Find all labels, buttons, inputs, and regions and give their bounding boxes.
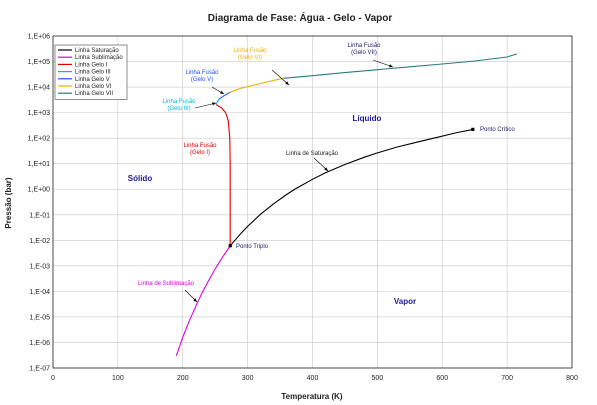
y-tick-label: 1,E-06 <box>29 340 50 347</box>
annotation-ponto-cr-tico-line1: Ponto Crítico <box>480 127 515 133</box>
chart-title: Diagrama de Fase: Água - Gelo - Vapor <box>208 11 393 24</box>
y-tick-label: 1,E+01 <box>28 161 50 168</box>
series-linha-sublima-o <box>175 245 231 356</box>
y-tick-label: 1,E+06 <box>28 34 50 41</box>
legend-item-linha-sublima-o: Linha Sublimação <box>75 55 123 61</box>
legend-item-linha-gelo-iii: Linha Gelo III <box>75 70 111 76</box>
annotation-linha-de-satura-o: Linha de Saturação <box>286 151 339 157</box>
x-tick-label: 400 <box>307 375 319 382</box>
y-tick-label: 1,E-02 <box>29 238 50 245</box>
annotation-linha-fus-o-gelo-v-arrowhead <box>220 90 224 94</box>
y-tick-label: 1,E-01 <box>29 212 50 219</box>
annotation-linha-fus-o-gelo-vii-line2: (Gelo VII) <box>351 50 377 56</box>
x-tick-labels: 0 100 200 300 400 500 600 700 800 <box>51 375 578 382</box>
series-linha-gelo-i <box>215 103 231 246</box>
y-tick-label: 1,E+05 <box>28 59 50 66</box>
x-axis-label: Temperatura (K) <box>281 392 343 401</box>
region-label-vapor: Vapor <box>394 297 416 306</box>
y-tick-label: 1,E-07 <box>29 366 50 373</box>
legend-item-linha-gelo-i: Linha Gelo I <box>75 62 108 68</box>
x-tick-label: 800 <box>566 375 578 382</box>
annotation-linha-de-sublima-o-line1: Linha de Sublimação <box>138 281 195 287</box>
series-linha-gelo-iii <box>215 98 220 105</box>
x-tick-label: 300 <box>242 375 254 382</box>
series-linha-gelo-v <box>218 91 231 100</box>
annotation-linha-fus-o-gelo-i-line1: Linha Fusão <box>183 143 217 149</box>
marker-ponto-triplo <box>228 244 232 248</box>
annotation-ponto-triplo: Ponto Triplo <box>236 244 269 250</box>
legend-item-linha-satura-o: Linha Saturação <box>75 48 119 54</box>
series-linha-satura-o <box>229 128 473 247</box>
legend-item-linha-gelo-v: Linha Gelo V <box>75 77 110 83</box>
annotation-linha-fus-o-gelo-vi-line2: (Gelo VI) <box>238 55 262 61</box>
annotation-linha-fus-o-gelo-vi-arrowhead <box>285 81 289 85</box>
series-linha-gelo-vii <box>283 53 518 79</box>
markers-layer <box>228 127 475 248</box>
x-tick-label: 200 <box>177 375 189 382</box>
annotation-ponto-triplo-line1: Ponto Triplo <box>236 244 269 250</box>
y-tick-label: 1,E-04 <box>29 289 50 296</box>
grid <box>52 35 573 369</box>
annotation-linha-fus-o-gelo-vii-arrowhead <box>389 64 393 68</box>
x-tick-label: 700 <box>501 375 513 382</box>
annotation-linha-de-satura-o-line1: Linha de Saturação <box>286 151 339 157</box>
y-tick-labels: 1,E+06 1,E+05 1,E+04 1,E+03 1,E+02 1,E+01 1,E+… <box>28 34 50 373</box>
region-label-l-quido: Líquido <box>353 114 382 123</box>
annotation-linha-fus-o-gelo-vii-line1: Linha Fusão <box>347 43 381 49</box>
annotation-linha-de-sublima-o: Linha de Sublimação <box>138 281 195 287</box>
y-tick-label: 1,E-03 <box>29 263 50 270</box>
x-tick-label: 100 <box>112 375 124 382</box>
annotation-ponto-cr-tico: Ponto Crítico <box>480 127 515 133</box>
annotation-linha-de-satura-o-arrowhead <box>324 167 328 171</box>
legend-item-linha-gelo-vi: Linha Gelo VI <box>75 84 112 90</box>
annotation-linha-fus-o-gelo-vi-line1: Linha Fusão <box>233 48 267 54</box>
annotation-linha-fus-o-gelo-iii-line1: Linha Fusão <box>162 99 196 105</box>
y-axis-label: Pressão (bar) <box>4 177 13 228</box>
annotation-linha-fus-o-gelo-i: Linha Fusão (Gelo I) <box>183 143 217 156</box>
marker-ponto-cr-tico <box>471 127 475 131</box>
annotation-linha-fus-o-gelo-v-line1: Linha Fusão <box>185 70 219 76</box>
annotation-linha-fus-o-gelo-vi: Linha Fusão (Gelo VI) <box>233 48 267 61</box>
annotation-linha-fus-o-gelo-v-line2: (Gelo V) <box>191 77 213 83</box>
x-tick-label: 500 <box>372 375 384 382</box>
annotation-linha-fus-o-gelo-i-line2: (Gelo I) <box>190 150 210 156</box>
annotations-layer: Linha Fusão (Gelo VI)Linha Fusão (Gelo VII… <box>128 43 516 306</box>
y-tick-label: 1,E+02 <box>28 136 50 143</box>
x-tick-label: 0 <box>51 375 55 382</box>
annotation-linha-fus-o-gelo-iii: Linha Fusão (Gelo III) <box>162 99 196 112</box>
y-tick-label: 1,E+00 <box>28 187 50 194</box>
legend-item-linha-gelo-vii: Linha Gelo VII <box>75 91 113 97</box>
region-label-s-lido: Sólido <box>128 174 153 183</box>
annotation-linha-fus-o-gelo-vi-arrow <box>271 69 290 86</box>
annotation-linha-fus-o-gelo-vii: Linha Fusão (Gelo VII) <box>347 43 381 56</box>
series-layer <box>175 53 518 356</box>
plot-frame <box>52 35 573 369</box>
x-tick-label: 600 <box>436 375 448 382</box>
series-linha-gelo-vi <box>230 77 284 93</box>
y-tick-label: 1,E+04 <box>28 85 50 92</box>
annotation-linha-fus-o-gelo-iii-arrowhead <box>212 102 216 106</box>
annotation-linha-fus-o-gelo-v: Linha Fusão (Gelo V) <box>185 70 219 83</box>
annotation-linha-fus-o-gelo-iii-line2: (Gelo III) <box>167 106 190 112</box>
annotation-linha-de-sublima-o-arrowhead <box>193 298 197 302</box>
y-tick-label: 1,E+03 <box>28 110 50 117</box>
y-tick-label: 1,E-05 <box>29 314 50 321</box>
